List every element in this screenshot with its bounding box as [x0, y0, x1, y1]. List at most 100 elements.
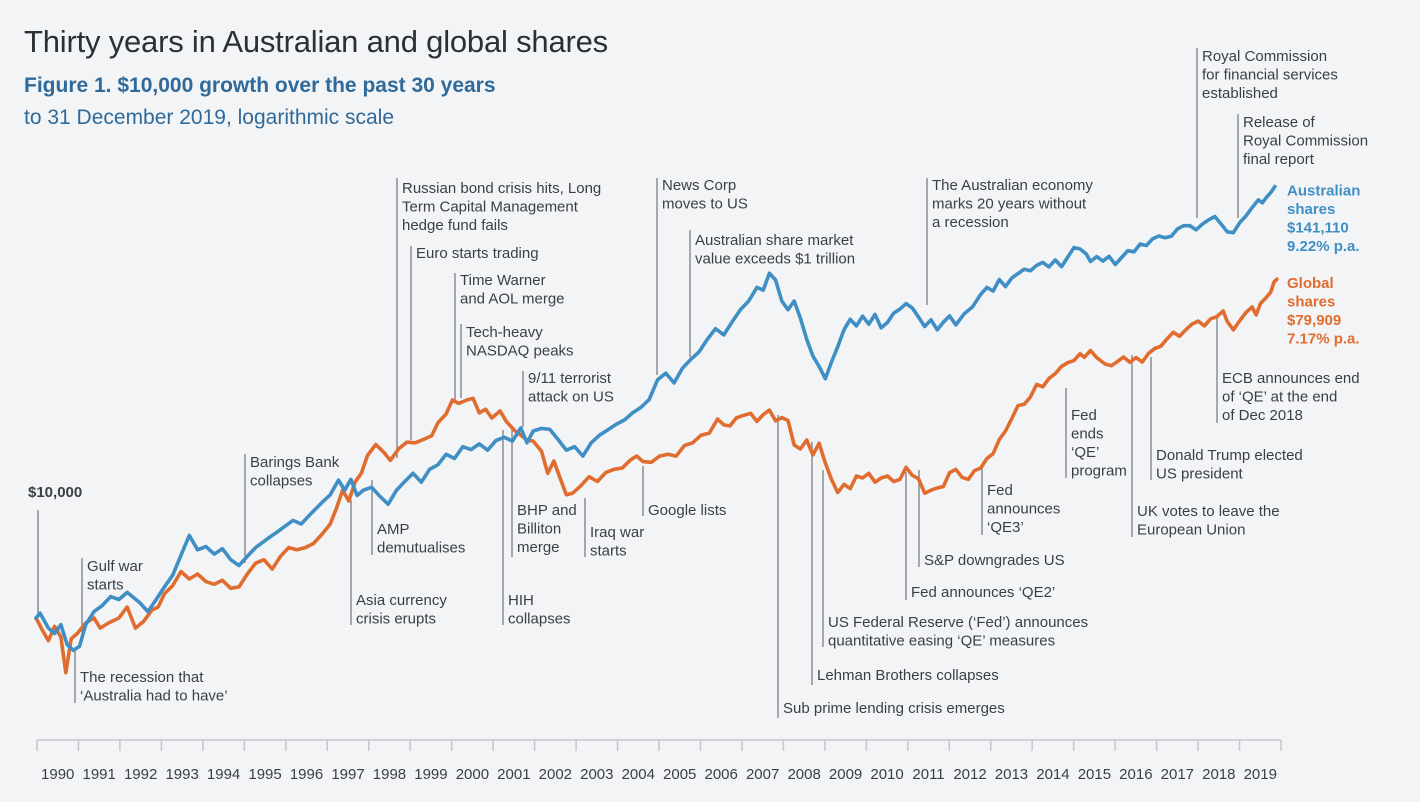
x-tick-label: 2002: [539, 766, 572, 783]
x-tick-label: 2019: [1244, 766, 1277, 783]
series-end-label-line: Australian: [1287, 183, 1360, 200]
annotation-label: crisis erupts: [356, 611, 436, 628]
annotation-label: Fed: [1071, 407, 1097, 424]
annotation-label: US Federal Reserve (‘Fed’) announces: [828, 614, 1088, 631]
x-tick-label: 1993: [165, 766, 198, 783]
page-title: Thirty years in Australian and global sh…: [24, 24, 608, 59]
annotation-label: quantitative easing ‘QE’ measures: [828, 633, 1055, 650]
annotation-label: Billiton: [517, 521, 561, 538]
annotation-label: attack on US: [528, 389, 614, 406]
annotation-label: demutualises: [377, 540, 465, 557]
annotation: Australian share market value exceeds $1 …: [689, 230, 855, 357]
x-tick-label: 2017: [1161, 766, 1194, 783]
x-tick-label: 2016: [1119, 766, 1152, 783]
annotation-label: Royal Commission: [1202, 48, 1327, 65]
x-tick-label: 2008: [787, 766, 820, 783]
annotation-label: collapses: [508, 611, 571, 628]
annotation: Fed announces ‘QE2’: [905, 472, 1055, 601]
series-end-label-line: 9.22% p.a.: [1287, 238, 1360, 255]
annotation-label: value exceeds $1 trillion: [695, 251, 855, 268]
annotation-label: ‘QE’: [1071, 444, 1099, 461]
annotation-label: Euro starts trading: [416, 245, 539, 262]
figure-subtitle: to 31 December 2019, logarithmic scale: [24, 106, 395, 129]
annotation-label: Fed: [987, 482, 1013, 499]
annotation-label: Barings Bank: [250, 454, 340, 471]
annotation-label: S&P downgrades US: [924, 552, 1065, 569]
annotation-label: established: [1202, 85, 1278, 102]
annotation-label: Time Warner: [460, 272, 546, 289]
x-tick-label: 2000: [456, 766, 489, 783]
annotation-label: Australian share market: [695, 232, 854, 249]
x-tick-label: 2009: [829, 766, 862, 783]
annotation-label: UK votes to leave the: [1137, 503, 1280, 520]
annotation: Barings Bank collapses: [244, 454, 340, 563]
annotation-label: BHP and: [517, 502, 577, 519]
annotation-label: ‘QE3’: [987, 519, 1024, 536]
annotation-label: Gulf war: [87, 558, 143, 575]
x-tick-label: 2013: [995, 766, 1028, 783]
annotation: Russian bond crisis hits, Long Term Capit…: [396, 178, 601, 458]
annotation-label: announces: [987, 501, 1060, 518]
annotation: $10,000: [28, 484, 82, 618]
annotation-label: of Dec 2018: [1222, 407, 1303, 424]
annotation-label: Tech-heavy: [466, 324, 543, 341]
annotation: Donald Trump elected US president: [1150, 357, 1303, 483]
annotation: Fed announces‘QE3’: [981, 465, 1060, 536]
annotation: Sub prime lending crisis emerges: [777, 415, 1005, 718]
annotation-label: Donald Trump elected: [1156, 447, 1303, 464]
x-tick-label: 2014: [1036, 766, 1069, 783]
x-tick-label: 1998: [373, 766, 406, 783]
series-end-label-line: shares: [1287, 201, 1335, 218]
x-tick-label: 2007: [746, 766, 779, 783]
annotation: The recession that ‘Australia had to have…: [74, 648, 228, 705]
x-tick-label: 2011: [912, 766, 944, 783]
x-tick-label: 1996: [290, 766, 323, 783]
annotation-label: Release of: [1243, 114, 1316, 131]
annotation-label: NASDAQ peaks: [466, 343, 574, 360]
annotation-label: starts: [87, 577, 124, 594]
annotation: Google lists: [642, 466, 726, 519]
annotation-label: Google lists: [648, 502, 726, 519]
annotation-label: of ‘QE’ at the end: [1222, 389, 1337, 406]
annotation: News Corp moves to US: [656, 177, 748, 375]
annotation: Euro starts trading: [410, 245, 539, 440]
x-tick-label: 1995: [248, 766, 281, 783]
annotation: Time Warner and AOL merge: [454, 272, 565, 403]
annotation: Tech-heavy NASDAQ peaks: [460, 324, 574, 398]
annotation: Asia currency crisis erupts: [350, 500, 447, 628]
annotation-label: moves to US: [662, 196, 748, 213]
annotation-label: collapses: [250, 473, 313, 490]
global-shares-end-label: Global shares$79,909 7.17% p.a.: [1287, 275, 1360, 348]
x-tick-label: 1999: [414, 766, 447, 783]
annotation-label: Fed announces ‘QE2’: [911, 584, 1055, 601]
annotation-label: final report: [1243, 151, 1315, 168]
annotation-label: ends: [1071, 426, 1104, 443]
annotation-label: European Union: [1137, 522, 1245, 539]
series-end-label-line: $141,110: [1287, 220, 1349, 237]
x-tick-label: 2003: [580, 766, 613, 783]
x-tick-label: 1990: [41, 766, 74, 783]
annotation-label: Sub prime lending crisis emerges: [783, 700, 1005, 717]
annotation-layer: $10,000 The recession that ‘Australia had …: [28, 48, 1368, 718]
annotation-label: marks 20 years without: [932, 196, 1087, 213]
figure-title: Figure 1. $10,000 growth over the past 3…: [24, 74, 496, 97]
annotation: Fed ends‘QE’ program: [1065, 388, 1127, 480]
annotation-label: 9/11 terrorist: [528, 370, 612, 387]
annotation-label: merge: [517, 539, 560, 556]
annotation-label: US president: [1156, 466, 1244, 483]
annotation-label: Asia currency: [356, 592, 447, 609]
start-value-label: $10,000: [28, 484, 82, 501]
annotation: UK votes to leave the European Union: [1131, 355, 1280, 539]
x-tick-label: 2018: [1202, 766, 1235, 783]
global-shares-line: [34, 277, 1279, 675]
annotation: The Australian economy marks 20 years wit…: [926, 177, 1093, 305]
annotation-label: Royal Commission: [1243, 133, 1368, 150]
annotation-label: ‘Australia had to have’: [80, 688, 228, 705]
annotation-label: Russian bond crisis hits, Long: [402, 180, 601, 197]
annotation-label: starts: [590, 543, 627, 560]
series-end-label-line: shares: [1287, 294, 1335, 311]
